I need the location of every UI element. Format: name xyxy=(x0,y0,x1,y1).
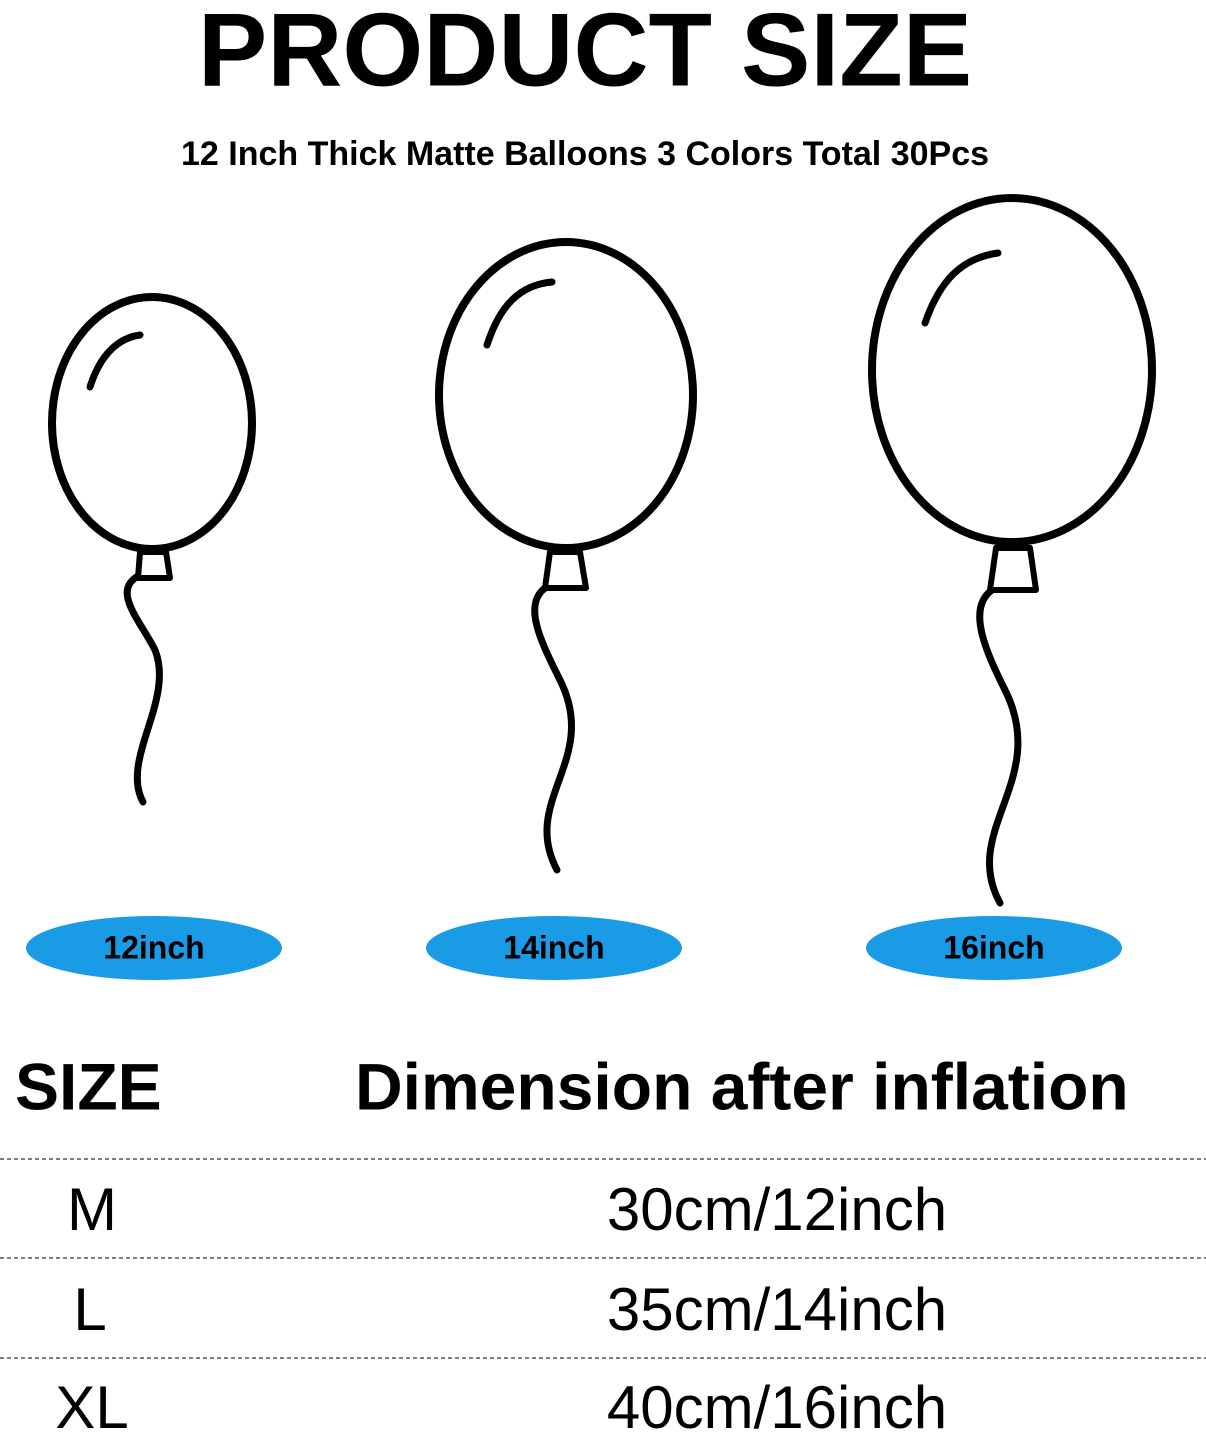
balloon-large xyxy=(868,194,1156,907)
dimension-cell: 35cm/14inch xyxy=(607,1276,947,1343)
size-cell: L xyxy=(73,1276,106,1343)
size-badge xyxy=(426,916,682,980)
table-header: SIZE xyxy=(15,1049,162,1123)
title: PRODUCT SIZE xyxy=(198,0,972,108)
table-header: Dimension after inflation xyxy=(355,1049,1129,1123)
size-cell: XL xyxy=(55,1374,128,1437)
size-cell: M xyxy=(67,1176,117,1243)
subtitle: 12 Inch Thick Matte Balloons 3 Colors To… xyxy=(181,135,989,173)
size-label: 16inch xyxy=(943,929,1044,965)
balloon-medium xyxy=(435,238,697,874)
size-label: 12inch xyxy=(103,929,204,965)
dimension-cell: 40cm/16inch xyxy=(607,1374,947,1437)
size-badge xyxy=(26,916,282,980)
size-label: 14inch xyxy=(503,929,604,965)
dimension-cell: 30cm/12inch xyxy=(607,1176,947,1243)
balloon-small xyxy=(48,293,256,806)
size-badge xyxy=(866,916,1122,980)
